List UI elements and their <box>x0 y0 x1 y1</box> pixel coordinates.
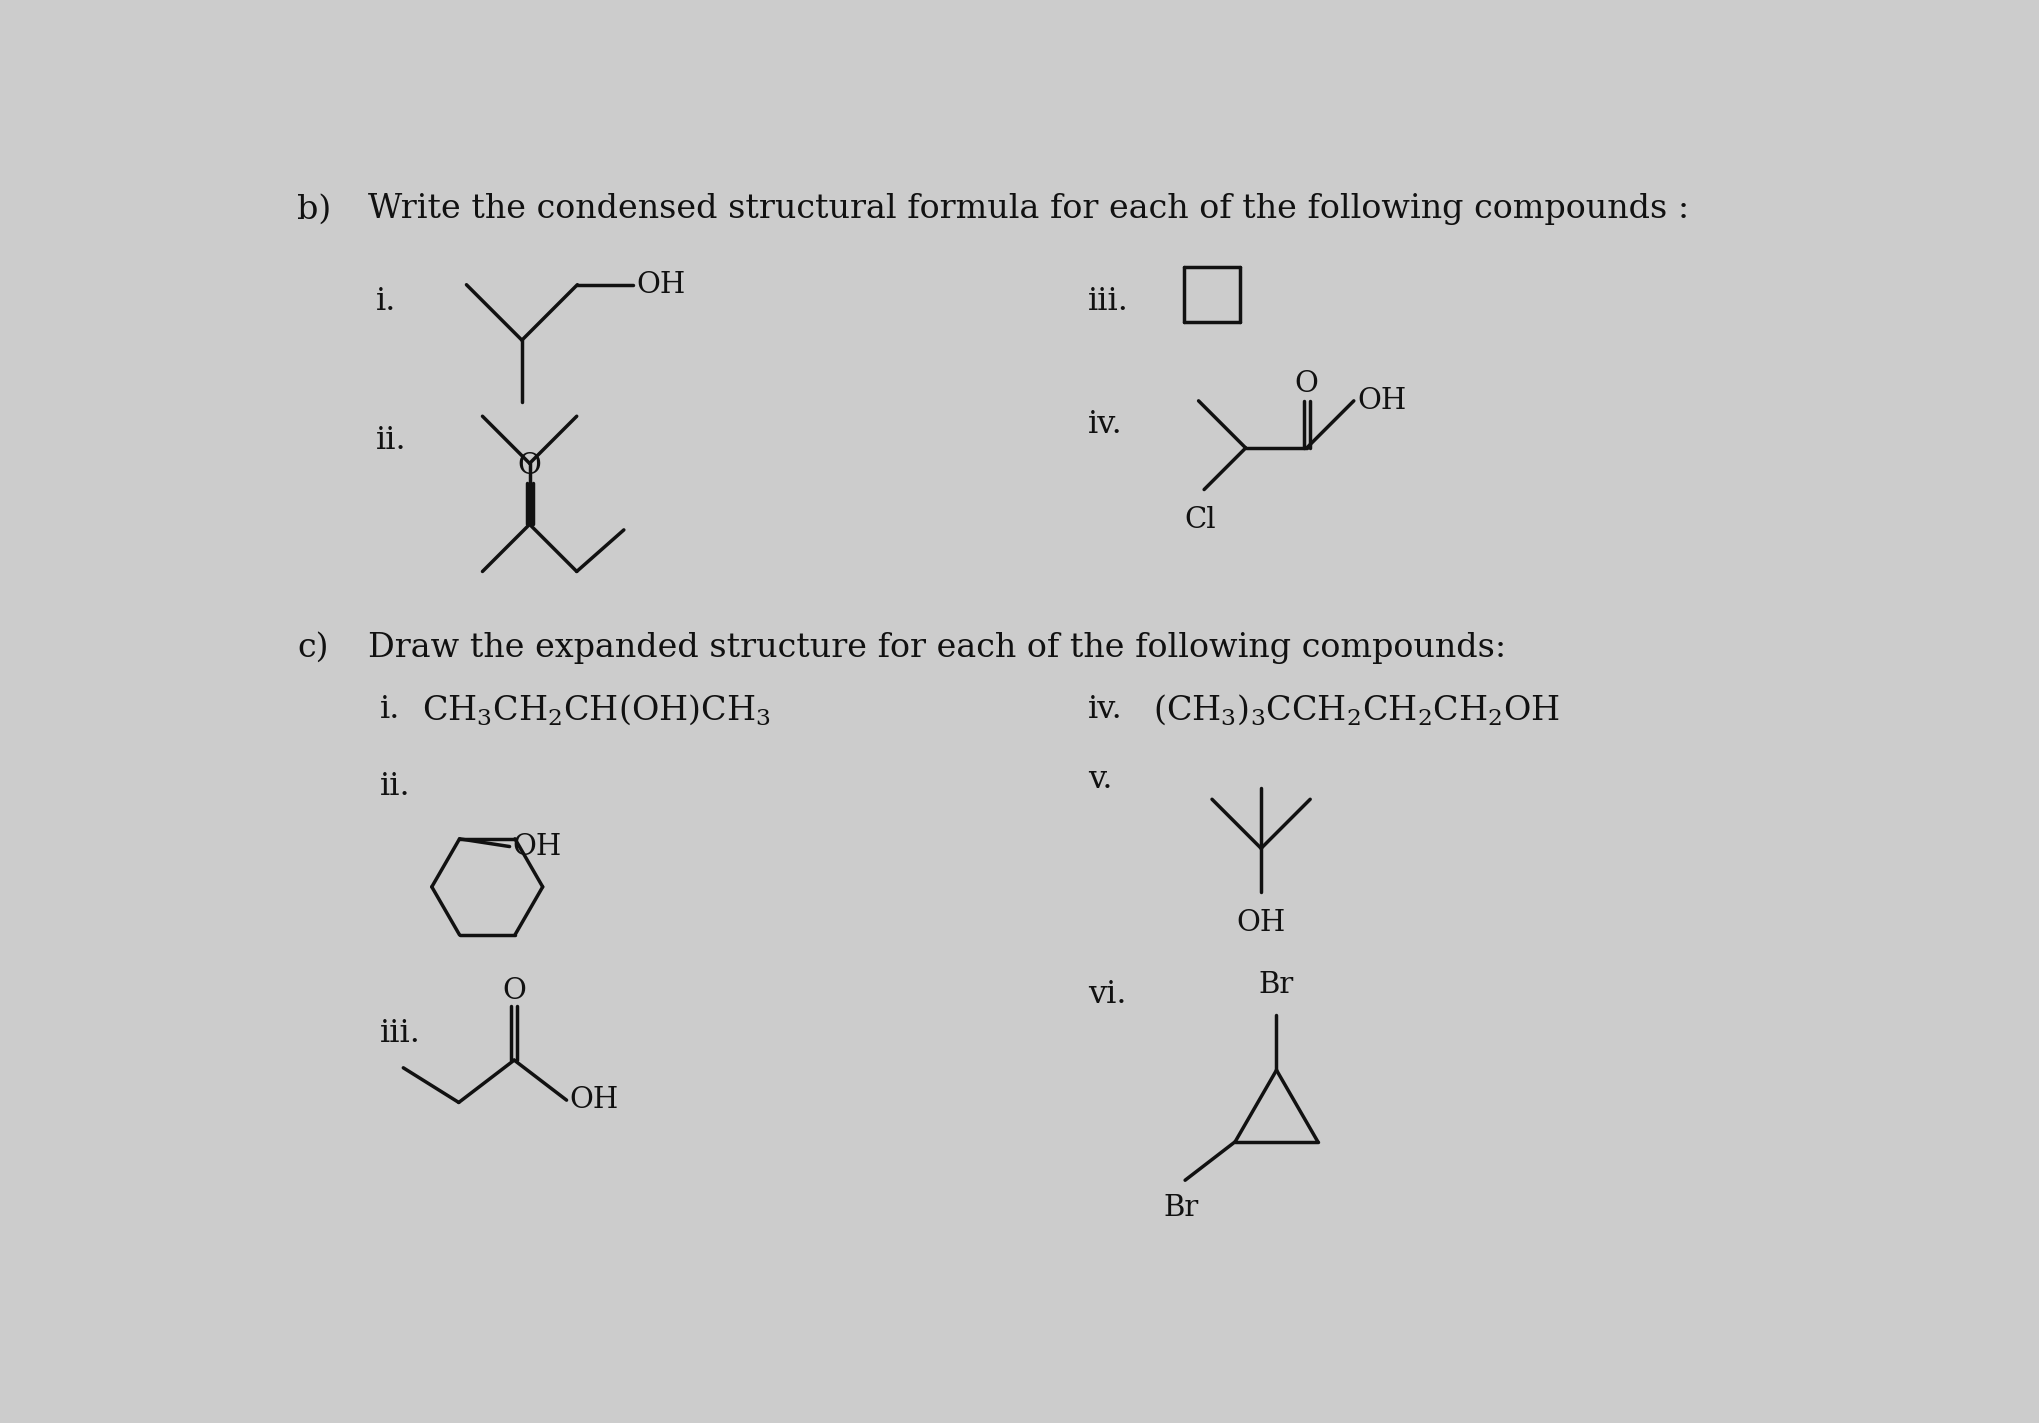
Text: Cl: Cl <box>1185 507 1215 535</box>
Text: b): b) <box>298 194 330 225</box>
Text: Br: Br <box>1258 972 1293 999</box>
Text: iii.: iii. <box>1087 286 1128 317</box>
Text: i.: i. <box>375 286 396 317</box>
Text: OH: OH <box>636 270 685 299</box>
Text: v.: v. <box>1087 764 1111 794</box>
Text: OH: OH <box>569 1086 618 1114</box>
Text: iii.: iii. <box>379 1017 420 1049</box>
Text: ii.: ii. <box>379 771 410 803</box>
Text: O: O <box>1295 370 1317 398</box>
Text: O: O <box>518 453 540 480</box>
Text: Br: Br <box>1162 1194 1199 1222</box>
Text: Write the condensed structural formula for each of the following compounds :: Write the condensed structural formula f… <box>367 194 1688 225</box>
Text: vi.: vi. <box>1087 979 1126 1010</box>
Text: $\mathregular{(CH_3)_3CCH_2CH_2CH_2OH}$: $\mathregular{(CH_3)_3CCH_2CH_2CH_2OH}$ <box>1152 693 1560 727</box>
Text: c): c) <box>298 632 328 665</box>
Text: OH: OH <box>512 832 561 861</box>
Text: OH: OH <box>1236 909 1285 936</box>
Text: i.: i. <box>379 694 400 726</box>
Text: iv.: iv. <box>1087 410 1121 440</box>
Text: OH: OH <box>1358 387 1407 416</box>
Text: ii.: ii. <box>375 424 406 455</box>
Text: $\mathregular{CH_3CH_2CH(OH)CH_3}$: $\mathregular{CH_3CH_2CH(OH)CH_3}$ <box>422 693 771 727</box>
Text: Draw the expanded structure for each of the following compounds:: Draw the expanded structure for each of … <box>367 632 1505 665</box>
Text: O: O <box>502 976 526 1005</box>
Text: iv.: iv. <box>1087 694 1121 726</box>
